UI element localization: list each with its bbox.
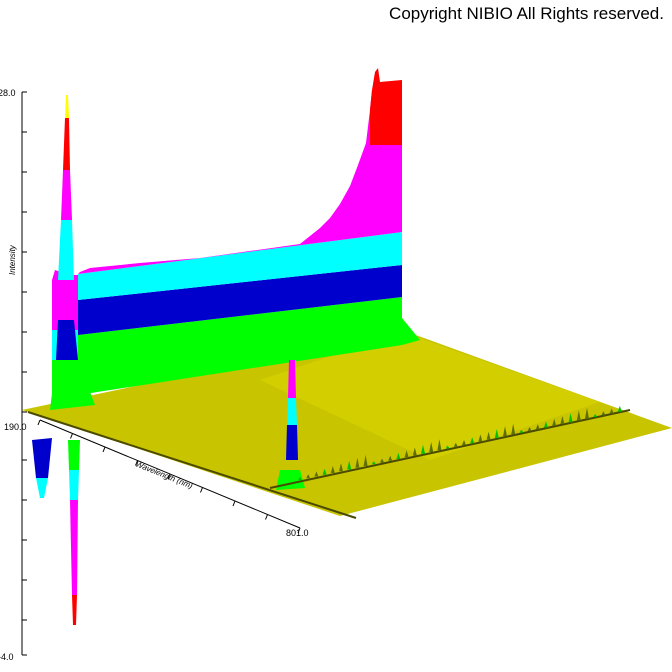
noise-spike (412, 447, 417, 456)
band-cyan (78, 232, 402, 300)
x-tick-min: 190.0 (4, 422, 27, 432)
noise-spike (298, 477, 302, 480)
noise-spike (535, 424, 540, 430)
noise-spikes (298, 405, 622, 480)
band-green (78, 297, 420, 395)
spike-cyan (58, 220, 74, 280)
noise-spike (544, 421, 548, 428)
neg-green (68, 440, 80, 470)
noise-spike (609, 408, 614, 414)
noise-spike (306, 474, 311, 479)
x-axis-tick (232, 500, 236, 507)
x-axis-tick (200, 487, 203, 493)
noise-spike (462, 440, 466, 445)
x-axis-tick (70, 433, 73, 439)
noise-spike (371, 461, 376, 465)
neg-left-blue (32, 438, 52, 478)
mid-blue (286, 425, 298, 460)
band-red (370, 68, 402, 145)
neg-magenta (70, 500, 78, 595)
negative-peaks (32, 438, 80, 625)
floor-highlight (260, 332, 600, 460)
spike-green (50, 360, 95, 410)
floor-ridge-back (269, 409, 631, 489)
noise-spike (494, 429, 499, 438)
noise-spike (421, 444, 425, 454)
noise-spike (576, 410, 581, 421)
noise-spike (527, 427, 532, 431)
noise-spike (560, 416, 565, 424)
noise-spike (585, 407, 589, 419)
noise-spike (478, 434, 483, 442)
x-axis-tick (102, 446, 106, 453)
noise-spike (314, 471, 319, 477)
noise-spike (339, 463, 343, 472)
x-axis-tick (297, 527, 301, 534)
noise-spike (511, 423, 516, 435)
noise-spike (486, 431, 491, 440)
noise-spike (593, 414, 598, 417)
noise-spike (347, 460, 352, 470)
noise-spike (519, 429, 524, 433)
peak-left-magenta (52, 270, 78, 330)
floor-ridge-front (27, 411, 357, 519)
spike-yellow (65, 95, 69, 118)
noise-spike (552, 418, 557, 426)
band-blue (78, 265, 402, 335)
neg-left-cyan (36, 478, 48, 498)
sharp-peak-190 (50, 95, 95, 410)
noise-spike (322, 468, 327, 475)
noise-spike (601, 411, 606, 416)
noise-spike (503, 426, 507, 437)
noise-spike (453, 442, 458, 447)
x-tick-max: 801.0 (286, 528, 309, 538)
noise-spike (404, 450, 409, 458)
neg-red (72, 595, 77, 625)
spike-red (63, 118, 70, 170)
noise-spike (363, 455, 368, 466)
spike-magenta (61, 170, 72, 220)
z-axis-title: Intensity (8, 244, 17, 275)
noise-spike (470, 437, 475, 444)
x-axis-tick (135, 460, 138, 466)
noise-spike (617, 405, 622, 412)
noise-spike (396, 453, 401, 459)
copyright-text: Copyright NIBIO All Rights reserved. (389, 4, 664, 23)
x-axis-tick (167, 473, 171, 480)
noise-spike (445, 445, 450, 449)
mid-cyan (287, 398, 297, 425)
z-tick-max: 28.0 (0, 88, 16, 98)
mid-magenta (288, 360, 296, 398)
noise-spike (437, 439, 442, 451)
noise-spike (568, 413, 573, 423)
z-tick-min: -4.0 (0, 652, 14, 662)
noise-spike (380, 458, 384, 463)
spike-blue (56, 320, 78, 360)
noise-spike (388, 455, 393, 461)
noise-spike (355, 457, 360, 468)
noise-spike (330, 466, 335, 473)
noise-spike (429, 442, 434, 452)
neg-cyan (69, 470, 79, 500)
x-axis-tick (265, 514, 268, 520)
x-axis-tick (37, 419, 41, 426)
